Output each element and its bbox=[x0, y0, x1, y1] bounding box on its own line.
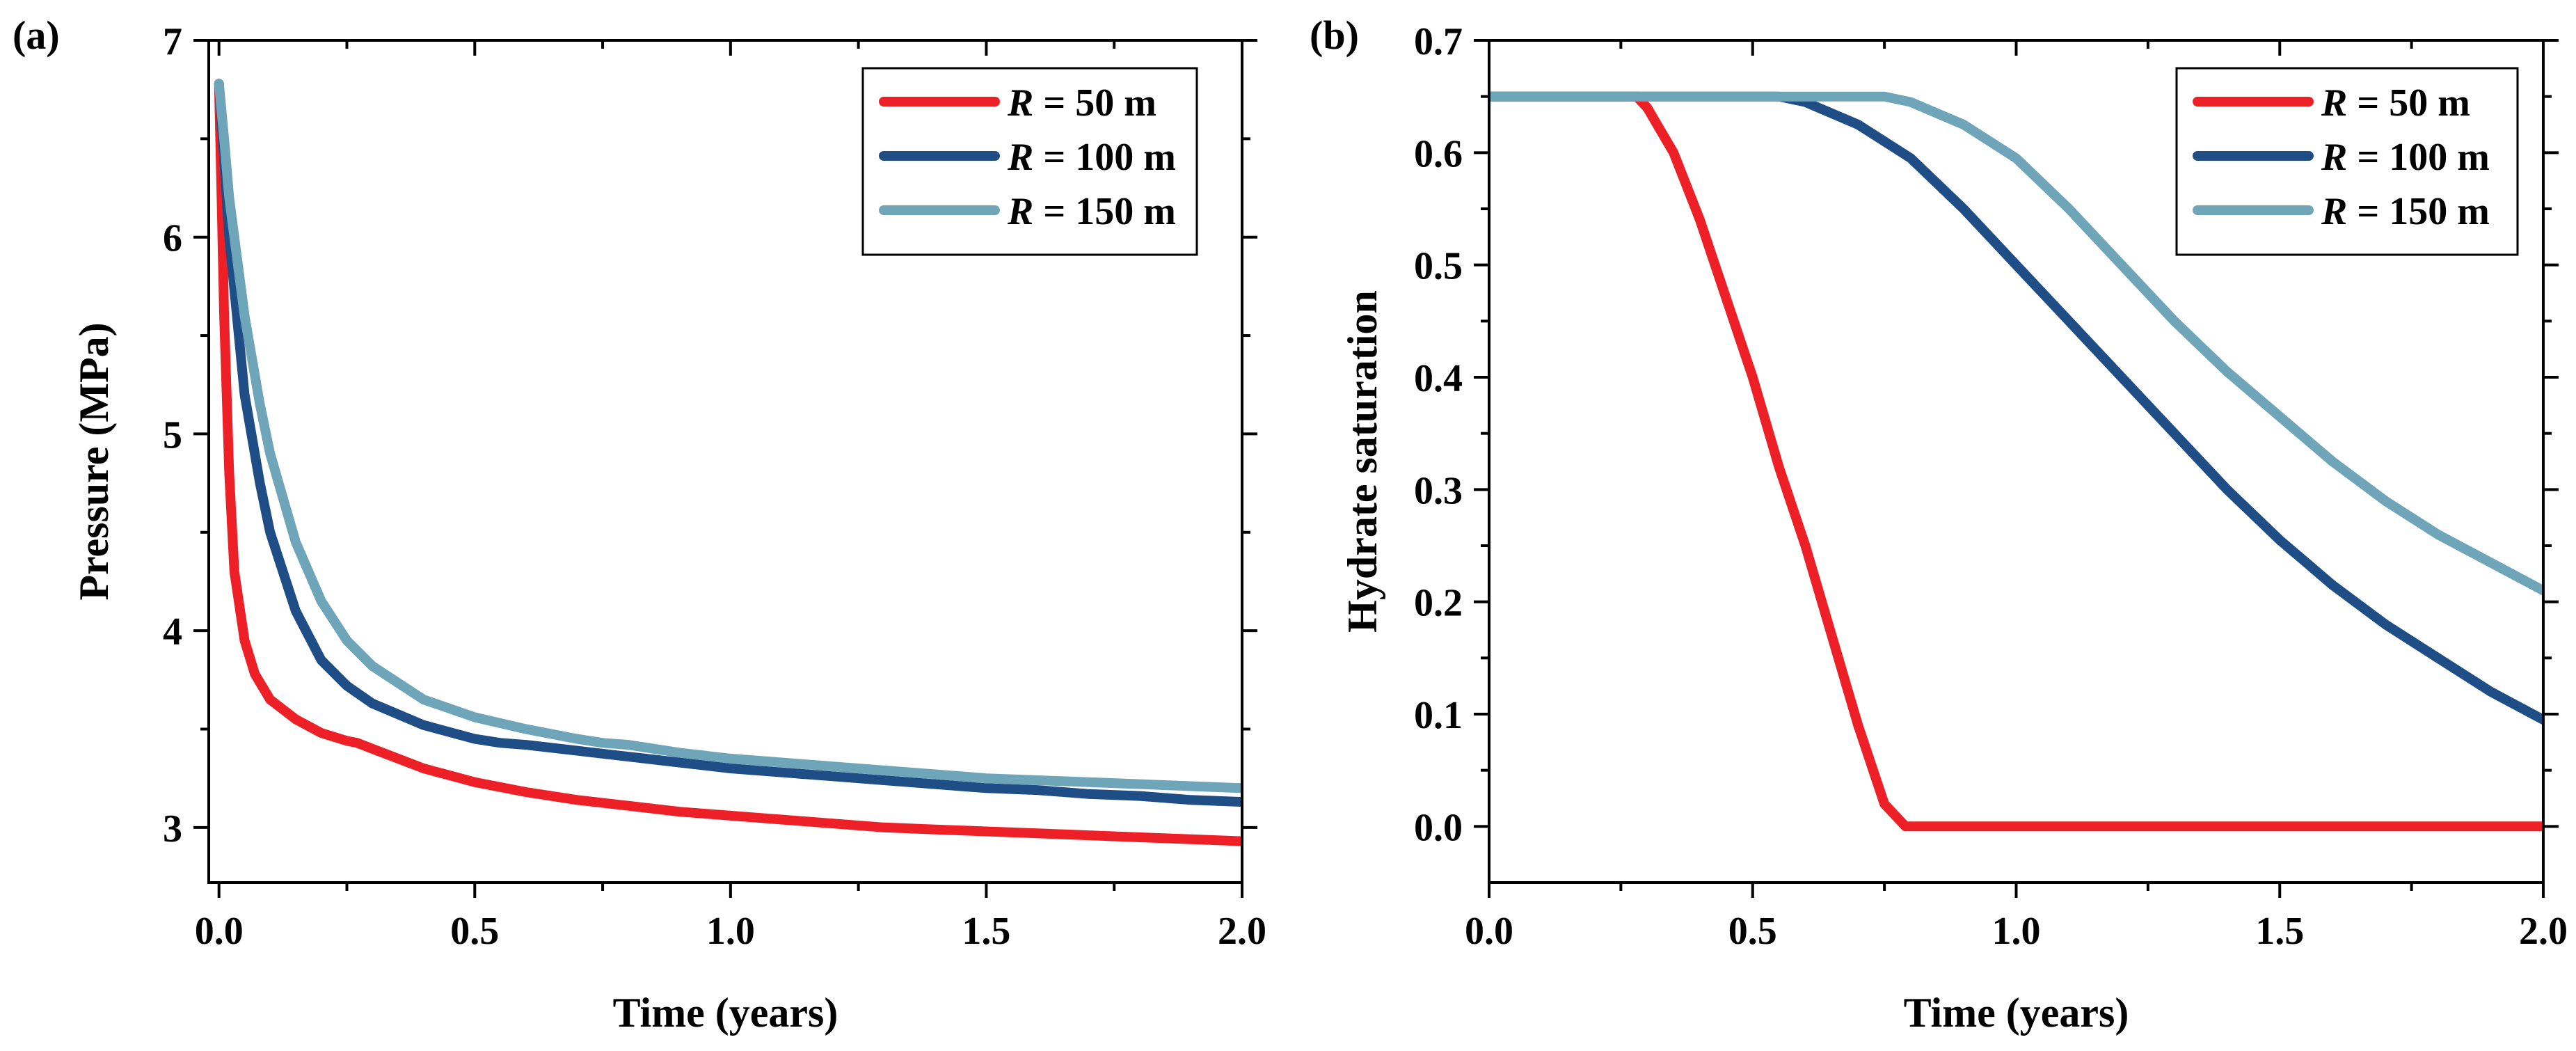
x-tick-label: 0.0 bbox=[195, 910, 244, 953]
legend-label: R = 50 m bbox=[2321, 81, 2470, 125]
x-tick-label: 2.0 bbox=[1218, 910, 1266, 953]
y-tick-label: 3 bbox=[163, 807, 182, 851]
x-tick-label: 0.5 bbox=[450, 910, 499, 953]
y-tick-label: 0.5 bbox=[1414, 245, 1463, 288]
legend-label: R = 150 m bbox=[1007, 190, 1176, 233]
x-tick-label: 0.5 bbox=[1728, 910, 1777, 953]
x-tick-label: 0.0 bbox=[1465, 910, 1513, 953]
y-tick-label: 7 bbox=[163, 20, 182, 63]
legend-label-value: = 50 m bbox=[2347, 81, 2470, 125]
y-tick-label: 4 bbox=[163, 610, 182, 654]
x-tick-label: 1.5 bbox=[962, 910, 1010, 953]
y-tick-label: 0.2 bbox=[1414, 582, 1463, 625]
y-tick-label: 0.1 bbox=[1414, 694, 1463, 737]
y-tick-label: 0.7 bbox=[1414, 20, 1463, 63]
panel-label: (a) bbox=[13, 13, 60, 58]
panel-label: (b) bbox=[1310, 13, 1359, 58]
legend-label-var: R bbox=[2321, 136, 2347, 179]
legend-label-var: R bbox=[1007, 136, 1033, 179]
series-line-150m bbox=[1489, 91, 2543, 596]
legend-label: R = 100 m bbox=[2321, 136, 2490, 179]
x-tick-label: 1.0 bbox=[1992, 910, 2041, 953]
series-line-150m bbox=[214, 79, 1242, 793]
y-axis-title: Pressure (MPa) bbox=[71, 322, 117, 600]
legend-label: R = 150 m bbox=[2321, 190, 2490, 233]
y-tick-label: 0.3 bbox=[1414, 469, 1463, 512]
x-axis-title: Time (years) bbox=[613, 990, 838, 1036]
x-tick-label: 2.0 bbox=[2519, 910, 2568, 953]
series-line-100m bbox=[214, 79, 1242, 807]
panel-b: (b) 0.0 0.5 1.0 1.5 2.0 0.0 0.1 0.2 0.3 0.4 0.5 0.6 0… bbox=[1310, 13, 2568, 1036]
y-tick-label: 0.4 bbox=[1414, 357, 1463, 400]
x-axis-title: Time (years) bbox=[1904, 990, 2129, 1036]
panel-a: (a) 0.0 0.5 1.0 1.5 2.0 3 4 5 6 7 Time (years) Press… bbox=[13, 13, 1266, 1036]
series-line-100m bbox=[1489, 91, 2543, 725]
x-tick-label: 1.5 bbox=[2255, 910, 2304, 953]
y-axis-title: Hydrate saturation bbox=[1339, 290, 1385, 633]
legend-label-var: R bbox=[1007, 190, 1033, 233]
legend-label: R = 50 m bbox=[1007, 81, 1156, 125]
legend-label-value: = 50 m bbox=[1033, 81, 1156, 125]
legend-label: R = 100 m bbox=[1007, 136, 1176, 179]
legend-label-var: R bbox=[2321, 190, 2347, 233]
plot-frame bbox=[207, 39, 1243, 884]
y-tick-label: 0.6 bbox=[1414, 132, 1463, 175]
y-tick-label: 5 bbox=[163, 413, 182, 457]
legend-label-value: = 150 m bbox=[2347, 190, 2490, 233]
legend-label-var: R bbox=[1007, 81, 1033, 125]
series-line-50m bbox=[1489, 91, 2543, 832]
legend-label-value: = 150 m bbox=[1033, 190, 1176, 233]
legend: R = 50 mR = 100 mR = 150 m bbox=[861, 67, 1198, 256]
series-line-50m bbox=[214, 79, 1242, 846]
legend-label-value: = 100 m bbox=[1033, 136, 1176, 179]
legend-label-value: = 100 m bbox=[2347, 136, 2490, 179]
legend: R = 50 mR = 100 mR = 150 m bbox=[2175, 67, 2519, 256]
y-tick-label: 6 bbox=[163, 217, 182, 260]
y-tick-label: 0.0 bbox=[1414, 806, 1463, 849]
series-lines bbox=[1489, 91, 2543, 832]
series-lines bbox=[214, 79, 1242, 846]
x-tick-label: 1.0 bbox=[706, 910, 755, 953]
legend-label-var: R bbox=[2321, 81, 2347, 125]
